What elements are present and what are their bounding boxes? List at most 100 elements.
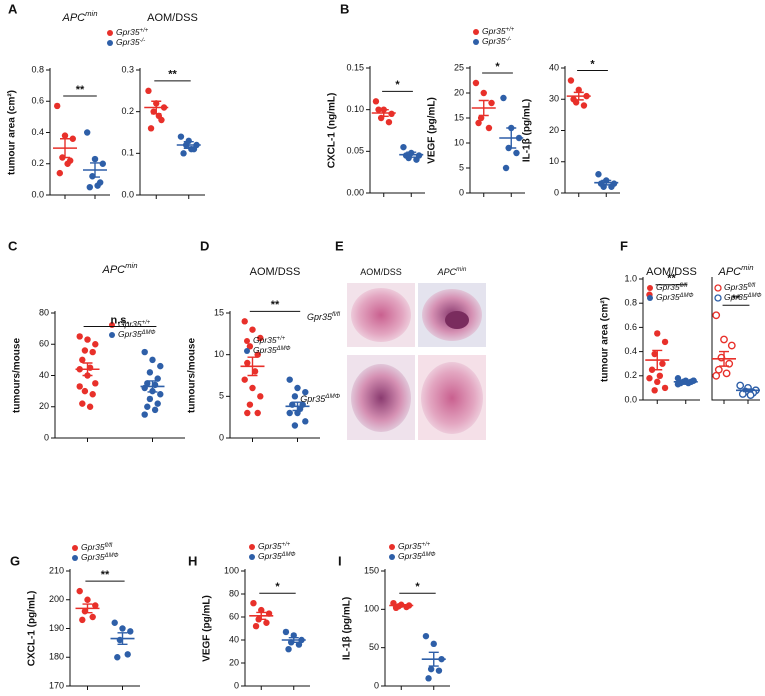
- y-tick-label: 5: [459, 162, 464, 172]
- y-tick-label: 0.0: [31, 189, 44, 199]
- y-tick-label: 210: [49, 565, 64, 575]
- y-tick-label: 0.6: [31, 96, 44, 106]
- legend-label-main: Gpr35: [656, 282, 680, 292]
- legend-marker: [647, 295, 653, 301]
- legend-label: Gpr35+/+: [258, 541, 291, 551]
- error-bar: [652, 349, 663, 371]
- data-point: [472, 79, 480, 87]
- legend-label: Gpr35+/+: [482, 26, 515, 36]
- data-point: [257, 393, 264, 400]
- error-bar: [378, 108, 389, 118]
- y-tick-label: 0.4: [31, 127, 44, 137]
- data-point: [282, 628, 290, 636]
- data-point: [244, 359, 251, 367]
- significance-label: **: [667, 273, 676, 285]
- significance-label: **: [76, 84, 85, 96]
- data-point: [567, 77, 575, 84]
- y-axis-label: CXCL-1 (ng/mL): [327, 93, 338, 169]
- legend-label-main: Gpr35: [724, 282, 748, 292]
- error-bar: [288, 637, 299, 643]
- data-point: [654, 378, 661, 386]
- legend-marker: [714, 294, 722, 302]
- legend-label: Gpr35-/-: [482, 36, 511, 46]
- legend-label: Gpr35fl/fl: [81, 542, 113, 552]
- data-point: [254, 351, 261, 358]
- error-bar: [573, 91, 584, 101]
- significance-label: **: [732, 293, 741, 305]
- y-tick-label: 0.2: [121, 106, 134, 116]
- y-tick-label: 0: [374, 680, 379, 690]
- error-bar: [601, 179, 612, 186]
- legend-label: Gpr35fl/fl: [656, 282, 688, 292]
- data-point: [263, 619, 270, 626]
- y-axis-label: CXCL-1 (pg/mL): [27, 591, 38, 667]
- legend-label: Gpr35ΔMΦ: [398, 551, 436, 561]
- legend-label-sup: +/+: [277, 336, 286, 342]
- chart-title-main: APC: [717, 266, 741, 278]
- error-bar: [406, 151, 417, 158]
- legend-marker: [107, 40, 113, 46]
- row-label-sup: fl/fl: [332, 311, 341, 318]
- legend-label-sup: fl/fl: [680, 283, 688, 289]
- data-point: [76, 383, 83, 390]
- data-point: [646, 375, 653, 382]
- significance-label: n.s.: [111, 314, 130, 326]
- data-point: [81, 387, 89, 395]
- data-point: [146, 369, 154, 376]
- data-point: [254, 409, 261, 417]
- legend-label-main: Gpr35: [258, 541, 282, 551]
- data-point: [674, 381, 682, 388]
- legend-label-main: Gpr35: [116, 27, 140, 37]
- y-tick-label: 20: [39, 401, 49, 411]
- chart-title: AOM/DSS: [646, 266, 697, 278]
- y-tick-label: 100: [364, 604, 379, 614]
- significance-label: *: [590, 58, 595, 70]
- y-tick-label: 15: [214, 307, 224, 317]
- data-point: [249, 326, 256, 333]
- data-point: [99, 160, 107, 167]
- data-point: [111, 619, 118, 626]
- y-tick-label: 0.05: [346, 146, 364, 156]
- data-point: [127, 628, 134, 635]
- error-bar: [428, 651, 439, 667]
- data-point: [124, 651, 131, 658]
- data-point: [513, 149, 520, 157]
- data-point: [241, 376, 248, 383]
- tissue: [351, 364, 411, 432]
- data-point: [144, 380, 151, 387]
- data-point: [252, 623, 260, 630]
- y-axis-label: tumours/mouse: [12, 338, 23, 413]
- legend-label-sup: fl/fl: [105, 543, 113, 549]
- tissue: [445, 311, 469, 329]
- y-tick-label: 200: [49, 594, 64, 604]
- legend-marker: [473, 29, 479, 35]
- legend-label-main: Gpr35: [482, 26, 506, 36]
- data-point: [661, 384, 669, 392]
- error-bar: [90, 162, 100, 178]
- legend-label: Gpr35+/+: [253, 335, 286, 345]
- legend-marker: [107, 30, 113, 36]
- significance-label: **: [168, 69, 177, 81]
- data-point: [144, 403, 151, 410]
- data-point: [246, 401, 254, 408]
- y-axis-label: tumours/mouse: [187, 338, 198, 413]
- data-point: [54, 102, 61, 110]
- error-bar: [151, 100, 162, 115]
- data-point: [502, 164, 510, 172]
- panel-letter: F: [620, 238, 628, 253]
- data-point: [651, 350, 658, 358]
- legend-label-sup: ΔMΦ: [141, 330, 156, 336]
- chart-title-main: APC: [101, 264, 125, 276]
- data-point: [656, 372, 664, 379]
- data-point: [86, 403, 94, 410]
- data-point: [661, 338, 669, 346]
- error-bar: [82, 362, 93, 377]
- legend-marker: [72, 555, 78, 561]
- axis: [139, 68, 205, 196]
- data-point: [244, 409, 251, 417]
- y-tick-label: 40: [549, 62, 559, 72]
- significance-label: **: [101, 569, 110, 581]
- data-point: [146, 395, 154, 403]
- legend-label-sup: +/+: [282, 542, 291, 548]
- y-axis-label: VEGF (pg/mL): [202, 595, 213, 662]
